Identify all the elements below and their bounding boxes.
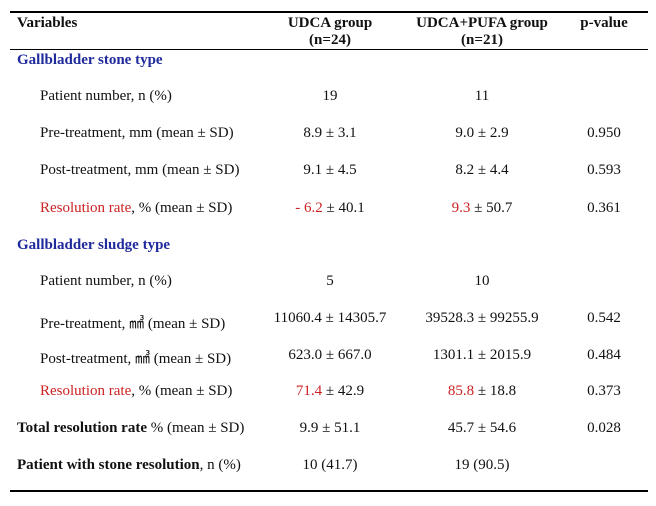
bottom-rule <box>10 490 648 492</box>
sludge-post-udca: 623.0 ± 667.0 <box>288 347 372 363</box>
sludge-patient-udca: 5 <box>326 273 334 289</box>
sludge-resolution-label-rest: , % (mean ± SD) <box>131 383 233 399</box>
stone-pre-p: 0.950 <box>587 125 621 141</box>
stone-resolution-label-rest: , % (mean ± SD) <box>131 200 233 216</box>
stone-resolution-count-label-rest: , n (%) <box>199 457 241 473</box>
sludge-resolution-label: Resolution rate, % (mean ± SD) <box>40 383 232 400</box>
stone-resolution-pufa-highlight: 9.3 <box>451 200 471 216</box>
sludge-resolution-pufa-rest: ± 18.8 <box>474 383 517 399</box>
stone-patient-pufa: 11 <box>474 88 490 104</box>
total-resolution-udca: 9.9 ± 51.1 <box>299 420 361 436</box>
total-resolution-p: 0.028 <box>587 420 621 436</box>
stone-resolution-pufa-rest: ± 50.7 <box>470 200 513 216</box>
section-title-stone: Gallbladder stone type <box>17 52 163 68</box>
stone-resolution-count-udca: 10 (41.7) <box>302 457 358 473</box>
stone-patient-label: Patient number, n (%) <box>40 88 172 104</box>
sludge-resolution-udca-highlight: 71.4 <box>295 383 323 399</box>
stone-resolution-udca-highlight: - 6.2 <box>295 200 323 216</box>
sludge-resolution-pufa: 85.8 ± 18.8 <box>448 383 516 400</box>
stone-pre-label: Pre-treatment, mm (mean ± SD) <box>40 125 234 141</box>
stone-post-label: Post-treatment, mm (mean ± SD) <box>40 162 240 178</box>
header-pufa-group: UDCA+PUFA group <box>416 15 548 31</box>
stone-resolution-count-label-bold: Patient with stone resolution <box>17 457 200 473</box>
header-udca-group: UDCA group <box>287 15 373 31</box>
stone-resolution-count-pufa: 19 (90.5) <box>454 457 510 473</box>
header-variables: Variables <box>17 15 78 31</box>
stone-patient-udca: 19 <box>322 88 338 104</box>
sludge-pre-p: 0.542 <box>587 310 621 326</box>
stone-resolution-pufa: 9.3 ± 50.7 <box>452 200 513 217</box>
header-rule <box>10 49 648 50</box>
total-resolution-label-rest: % (mean ± SD) <box>147 420 245 436</box>
stone-resolution-p: 0.361 <box>587 200 621 216</box>
header-udca-n: (n=24) <box>309 32 351 48</box>
stone-post-p: 0.593 <box>587 162 621 178</box>
stone-pre-udca: 8.9 ± 3.1 <box>303 125 357 141</box>
sludge-patient-pufa: 10 <box>474 273 490 289</box>
sludge-resolution-label-highlight: Resolution rate <box>40 383 132 399</box>
sludge-pre-label: Pre-treatment, ㎣ (mean ± SD) <box>40 316 226 332</box>
stone-resolution-udca: - 6.2 ± 40.1 <box>295 200 364 217</box>
header-pufa-n: (n=21) <box>461 32 503 48</box>
stone-resolution-udca-rest: ± 40.1 <box>322 200 365 216</box>
sludge-post-label: Post-treatment, ㎣ (mean ± SD) <box>40 351 232 367</box>
stone-post-pufa: 8.2 ± 4.4 <box>455 162 509 178</box>
header-p-value: p-value <box>580 15 628 31</box>
stone-post-udca: 9.1 ± 4.5 <box>303 162 357 178</box>
sludge-post-p: 0.484 <box>587 347 621 363</box>
sludge-resolution-udca-rest: ± 42.9 <box>322 383 365 399</box>
sludge-resolution-p: 0.373 <box>587 383 621 399</box>
total-resolution-label: Total resolution rate % (mean ± SD) <box>17 420 244 437</box>
sludge-post-pufa: 1301.1 ± 2015.9 <box>432 347 532 363</box>
total-resolution-label-bold: Total resolution rate <box>17 420 147 436</box>
stone-resolution-label: Resolution rate, % (mean ± SD) <box>40 200 232 217</box>
stone-resolution-label-highlight: Resolution rate <box>40 200 132 216</box>
total-resolution-pufa: 45.7 ± 54.6 <box>447 420 517 436</box>
sludge-pre-pufa: 39528.3 ± 99255.9 <box>425 310 539 326</box>
section-title-sludge: Gallbladder sludge type <box>17 237 171 253</box>
sludge-pre-udca: 11060.4 ± 14305.7 <box>273 310 387 326</box>
stone-resolution-count-label: Patient with stone resolution, n (%) <box>17 457 241 474</box>
stone-pre-pufa: 9.0 ± 2.9 <box>455 125 509 141</box>
sludge-patient-label: Patient number, n (%) <box>40 273 172 289</box>
sludge-resolution-pufa-highlight: 85.8 <box>447 383 475 399</box>
sludge-resolution-udca: 71.4 ± 42.9 <box>296 383 364 400</box>
top-rule <box>10 11 648 13</box>
